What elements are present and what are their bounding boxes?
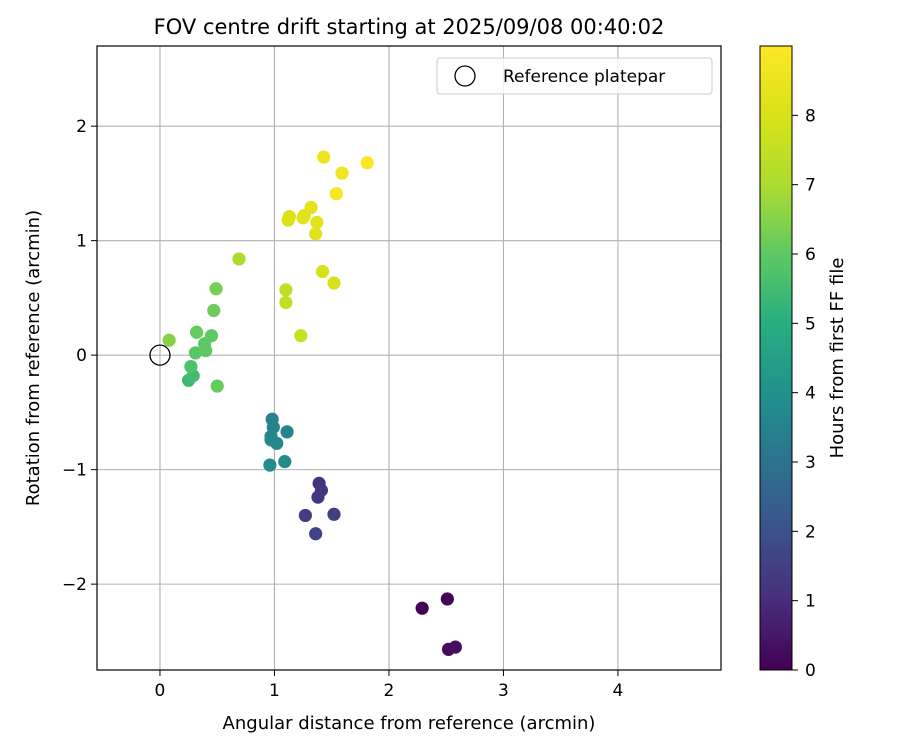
colorbar-tick-label: 8 [805,106,816,126]
colorbar-tick-label: 0 [805,661,816,681]
scatter-point [282,209,296,224]
scatter-point [310,215,324,229]
reference-marker [149,344,171,366]
x-axis-label: Angular distance from reference (arcmin) [223,713,596,734]
scatter-point [232,252,246,266]
scatter-point [162,333,176,347]
scatter-point [184,359,198,374]
grid [97,46,721,670]
x-axis-ticks: 0 1 2 3 4 [155,670,624,701]
scatter-point [278,455,292,469]
scatter-point [317,150,331,164]
scatter-point [335,166,349,180]
plot-frame [96,45,722,671]
y-tick-label: −2 [62,575,87,595]
x-tick-label: 0 [155,681,166,701]
legend: Reference platepar [436,57,713,95]
scatter-point [448,640,462,654]
legend-reference-marker [454,65,476,87]
scatter-point [263,458,277,472]
colorbar-tick-label: 7 [805,176,816,196]
y-axis-label: Rotation from reference (arcmin) [23,210,44,506]
scatter-point [298,508,312,523]
colorbar-tick-label: 3 [805,453,816,473]
colorbar-tick-label: 2 [805,522,816,542]
y-axis-ticks: −2 −1 0 1 2 [62,117,97,595]
scatter-point [190,325,204,339]
legend-label: Reference platepar [503,67,665,87]
scatter-point [270,436,284,450]
y-tick-label: 2 [76,117,87,137]
colorbar-label: Hours from first FF file [827,258,848,459]
scatter-point [309,227,323,241]
scatter-point [329,187,343,201]
colorbar [759,45,793,671]
scatter-point [207,303,221,318]
scatter-point [315,264,330,279]
colorbar-tick-label: 5 [805,314,816,334]
scatter-point [311,490,325,504]
colorbar-tick-label: 1 [805,592,816,612]
y-tick-label: 1 [76,232,87,252]
colorbar-tick-label: 6 [805,245,816,265]
x-tick-label: 3 [498,681,509,701]
x-tick-label: 1 [269,681,280,701]
chart-title: FOV centre drift starting at 2025/09/08 … [154,15,665,39]
scatter-point [188,346,203,360]
legend-box [436,57,713,95]
data-points [162,150,462,656]
colorbar-tick-label: 4 [805,384,816,404]
scatter-point [204,329,219,343]
scatter-point [415,601,429,615]
scatter-point [279,283,293,297]
reference-platepar-point [149,344,171,366]
scatter-point [280,425,294,439]
x-tick-label: 4 [613,681,624,701]
x-tick-label: 2 [384,681,395,701]
scatter-point [294,329,308,343]
scatter-point [304,200,318,215]
scatter-point [210,379,224,393]
scatter-point [309,527,323,541]
scatter-point [327,276,341,290]
scatter-point [360,156,374,170]
scatter-point [279,295,293,310]
scatter-point [209,282,223,296]
scatter-point [440,592,454,606]
colorbar-ticks: 0 1 2 3 4 5 6 7 8 [792,106,816,681]
y-tick-label: 0 [76,346,87,366]
y-tick-label: −1 [62,461,87,481]
scatter-point [327,507,341,521]
